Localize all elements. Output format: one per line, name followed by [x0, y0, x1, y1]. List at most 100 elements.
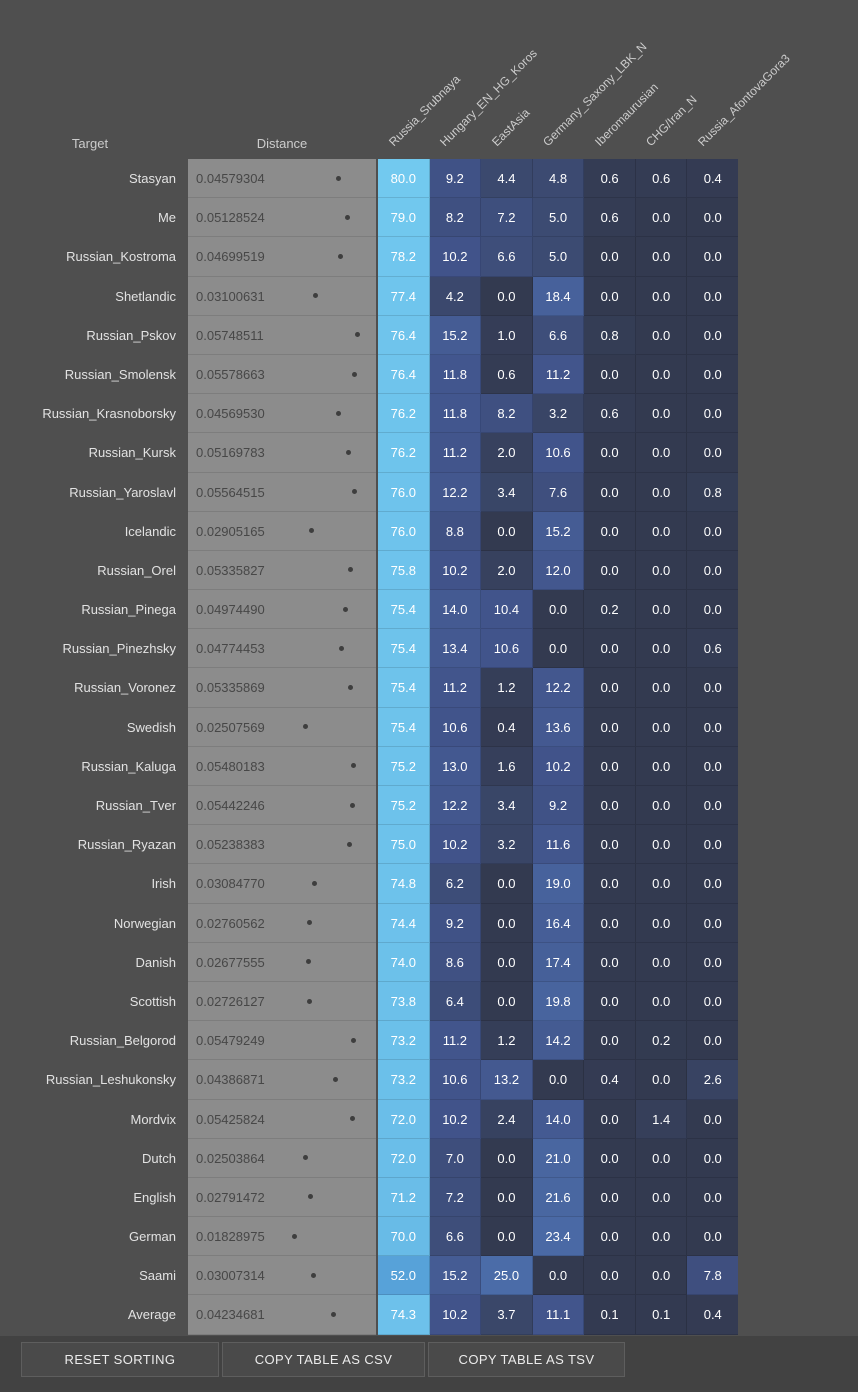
distance-cell: 0.04386871 [188, 1060, 376, 1100]
copy-table-csv-button[interactable]: COPY TABLE AS CSV [222, 1342, 425, 1377]
value-cell: 0.0 [584, 707, 636, 747]
distance-column-header[interactable]: Distance [256, 136, 308, 151]
distance-dot [330, 1312, 336, 1318]
distance-dot [354, 332, 360, 338]
distance-cell: 0.03007314 [188, 1256, 376, 1296]
value-cell: 0.6 [584, 198, 636, 238]
value-cell: 0.6 [584, 394, 636, 434]
value-cell: 6.2 [429, 864, 482, 904]
column-header-germany-saxony-lbk-n[interactable]: Germany_Saxony_LBK_N [540, 39, 650, 149]
table-row: Russian_Pinega 0.04974490 75.4 14.0 10.4 0.0 0… [0, 590, 858, 630]
value-cell: 0.0 [687, 276, 739, 316]
value-cell: 0.0 [481, 864, 533, 904]
value-cells: 52.0 15.2 25.0 0.0 0.0 0.0 7.8 [378, 1256, 739, 1296]
value-cell: 10.4 [481, 590, 533, 630]
value-cell: 0.0 [584, 864, 636, 904]
distance-cell: 0.05128524 [188, 198, 376, 238]
value-cell: 0.0 [481, 1177, 533, 1218]
value-cell: 6.6 [532, 315, 585, 355]
value-cell: 0.0 [687, 315, 739, 355]
value-cell: 2.0 [481, 550, 533, 591]
value-cell: 0.1 [635, 1295, 688, 1335]
value-cell: 0.0 [635, 394, 688, 434]
distance-dot [309, 528, 315, 534]
table-row: Russian_Tver 0.05442246 75.2 12.2 3.4 9.2 0.0 0… [0, 786, 858, 826]
value-cells: 79.0 8.2 7.2 5.0 0.6 0.0 0.0 [378, 198, 739, 238]
distance-cell: 0.04774453 [188, 629, 376, 669]
target-label: Russian_Belgorod [69, 1033, 176, 1049]
value-cell: 72.0 [378, 1099, 430, 1139]
copy-table-tsv-button[interactable]: COPY TABLE AS TSV [428, 1342, 625, 1377]
target-label: Russian_Kursk [88, 445, 176, 461]
reset-sorting-button[interactable]: RESET SORTING [21, 1342, 219, 1377]
distance-cell: 0.02905165 [188, 511, 376, 551]
distance-cell: 0.05425824 [188, 1099, 376, 1139]
value-cell: 0.0 [635, 198, 688, 238]
value-cell: 15.2 [429, 315, 482, 355]
value-cell: 74.8 [378, 864, 430, 904]
target-column-header[interactable]: Target [71, 136, 109, 151]
value-cell: 79.0 [378, 198, 430, 238]
target-label: Russian_Yaroslavl [69, 484, 176, 500]
table-row: Russian_Belgorod 0.05479249 73.2 11.2 1.2 14.… [0, 1021, 858, 1061]
value-cell: 77.4 [378, 276, 430, 316]
distance-value: 0.05335827 [196, 562, 265, 578]
value-cell: 1.0 [481, 315, 533, 355]
value-cell: 0.0 [584, 1177, 636, 1218]
value-cells: 75.2 12.2 3.4 9.2 0.0 0.0 0.0 [378, 786, 739, 826]
target-label: Swedish [126, 719, 176, 735]
table-body: Stasyan 0.04579304 80.0 9.2 4.4 4.8 0.6 0.6 0.4 M… [0, 159, 858, 1335]
table-row: Stasyan 0.04579304 80.0 9.2 4.4 4.8 0.6 0.6 0.4 [0, 159, 858, 199]
distance-dot [352, 371, 358, 377]
value-cell: 2.6 [687, 1060, 739, 1100]
value-cell: 13.4 [429, 629, 482, 669]
value-cell: 0.0 [687, 550, 739, 591]
distance-dot [349, 1116, 355, 1122]
value-cell: 3.2 [481, 825, 533, 865]
value-cell: 12.0 [532, 550, 585, 591]
column-header-eastasia[interactable]: EastAsia [488, 105, 533, 149]
value-cells: 75.4 11.2 1.2 12.2 0.0 0.0 0.0 [378, 668, 739, 708]
distance-dot [307, 1194, 313, 1200]
column-header-chg-iran-n[interactable]: CHG/Iran_N [643, 92, 700, 149]
table-row: Russian_Orel 0.05335827 75.8 10.2 2.0 12.0 0.0… [0, 550, 858, 591]
value-cell: 7.2 [481, 198, 533, 238]
table-row: Swedish 0.02507569 75.4 10.6 0.4 13.6 0.0 0.0 0.… [0, 707, 858, 747]
value-cell: 0.0 [635, 1217, 688, 1257]
value-cell: 0.8 [584, 315, 636, 355]
value-cell: 0.0 [687, 668, 739, 708]
target-label: Me [157, 210, 176, 226]
value-cell: 71.2 [378, 1177, 430, 1218]
value-cells: 75.4 10.6 0.4 13.6 0.0 0.0 0.0 [378, 707, 739, 747]
value-cell: 0.0 [584, 629, 636, 669]
value-cell: 0.0 [687, 746, 739, 786]
value-cell: 0.0 [635, 1177, 688, 1218]
target-label: Shetlandic [115, 288, 176, 304]
column-header-russia-afontovagora3[interactable]: Russia_AfontovaGora3 [694, 51, 793, 149]
distance-value: 0.05169783 [196, 445, 265, 461]
value-cells: 74.8 6.2 0.0 19.0 0.0 0.0 0.0 [378, 864, 739, 904]
column-header-hungary-en-hg-koros[interactable]: Hungary_EN_HG_Koros [437, 46, 541, 150]
value-cell: 15.2 [429, 1256, 482, 1296]
value-cells: 76.2 11.8 8.2 3.2 0.6 0.0 0.0 [378, 394, 739, 434]
distance-dot [350, 763, 356, 769]
value-cell: 74.4 [378, 903, 430, 943]
value-cells: 71.2 7.2 0.0 21.6 0.0 0.0 0.0 [378, 1177, 739, 1218]
target-label: Russian_Pinezhsky [62, 641, 176, 657]
value-cell: 76.2 [378, 394, 430, 434]
value-cell: 0.0 [584, 1021, 636, 1061]
value-cell: 0.8 [687, 472, 739, 512]
value-cell: 15.2 [532, 511, 585, 551]
value-cell: 10.2 [429, 550, 482, 591]
distance-dot [346, 841, 352, 847]
value-cell: 10.2 [429, 1099, 482, 1139]
value-cell: 4.2 [429, 276, 482, 316]
value-cell: 10.2 [429, 1295, 482, 1335]
value-cells: 75.0 10.2 3.2 11.6 0.0 0.0 0.0 [378, 825, 739, 865]
value-cell: 9.2 [429, 903, 482, 943]
value-cell: 75.0 [378, 825, 430, 865]
table-row: Scottish 0.02726127 73.8 6.4 0.0 19.8 0.0 0.0 0.… [0, 981, 858, 1022]
value-cells: 75.2 13.0 1.6 10.2 0.0 0.0 0.0 [378, 746, 739, 786]
value-cell: 0.0 [687, 981, 739, 1022]
value-cell: 0.0 [584, 354, 636, 395]
